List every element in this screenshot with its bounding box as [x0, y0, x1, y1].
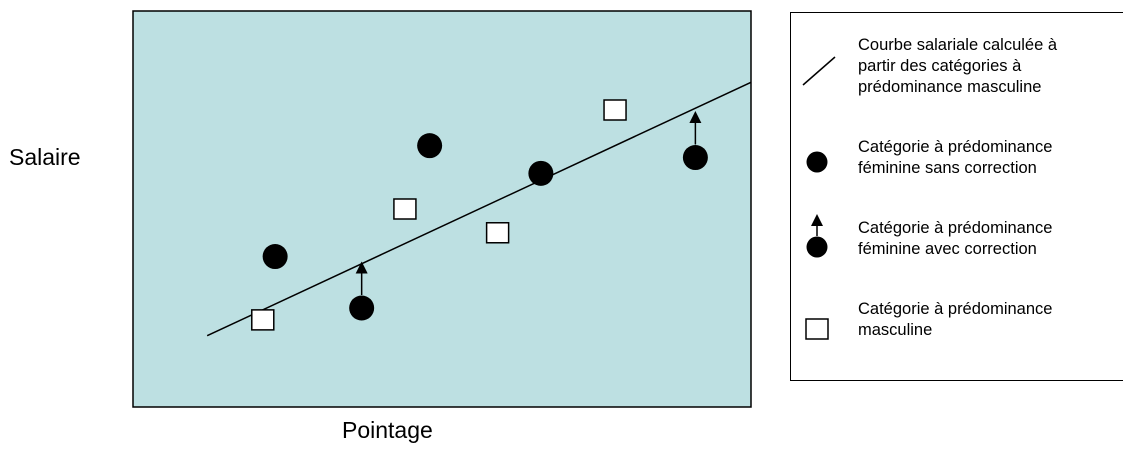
legend: Courbe salariale calculée à partir des c… — [790, 12, 1123, 381]
female-uncorrected-point — [528, 160, 554, 186]
open-square-icon — [805, 318, 829, 340]
male-category-square — [251, 309, 275, 331]
circle-arrow-icon — [806, 214, 828, 258]
male-category-square — [485, 222, 510, 244]
filled-circle-icon — [806, 151, 828, 173]
male-category-square — [603, 99, 627, 121]
salary-curve-line — [206, 81, 752, 337]
x-axis-label: Pointage — [342, 417, 433, 443]
male-category-square — [393, 198, 417, 220]
line-icon — [802, 56, 836, 86]
female-uncorrected-point — [262, 244, 288, 270]
female-uncorrected-point — [417, 133, 443, 159]
y-axis-label: Salaire — [9, 144, 81, 170]
legend-label: Catégorie à prédominance féminine sans c… — [858, 138, 1053, 177]
plot-area — [132, 10, 752, 408]
legend-label: Courbe salariale calculée à partir des c… — [858, 36, 1058, 96]
female-corrected-point — [349, 295, 375, 321]
chart-svg — [132, 10, 752, 408]
legend-label: Catégorie à prédominance féminine avec c… — [858, 219, 1053, 258]
female-corrected-point — [682, 145, 708, 171]
legend-label: Catégorie à prédominance masculine — [858, 300, 1053, 339]
